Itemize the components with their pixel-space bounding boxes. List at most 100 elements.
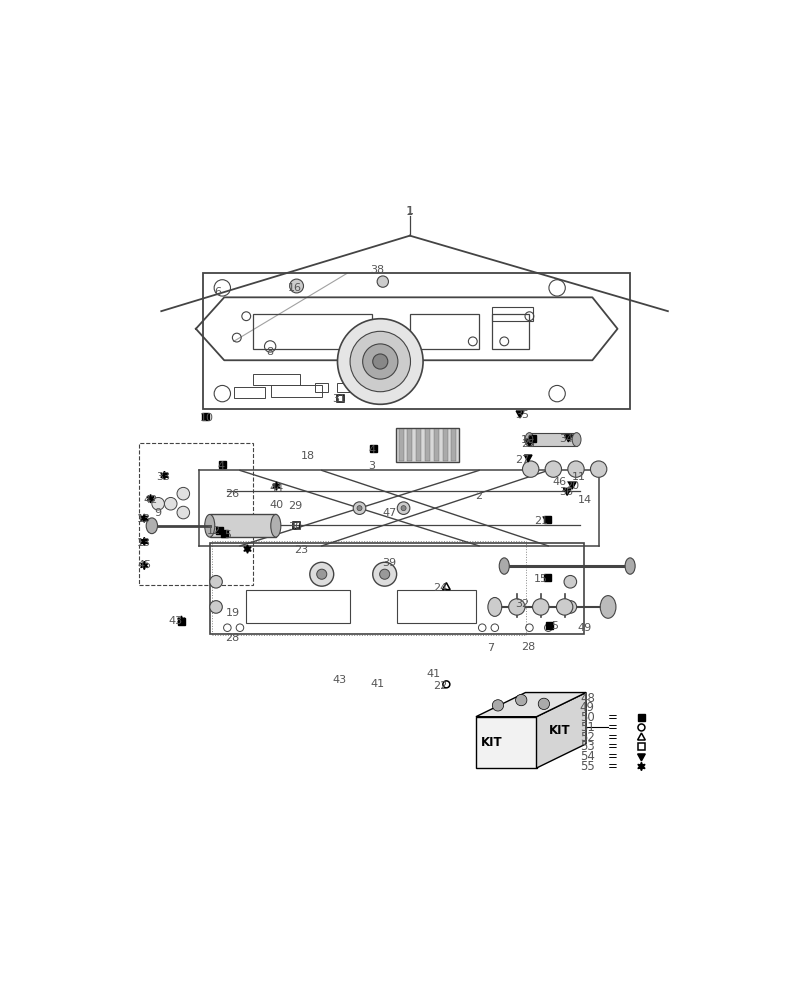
Polygon shape bbox=[178, 616, 185, 624]
Text: 20: 20 bbox=[564, 481, 578, 491]
Circle shape bbox=[164, 497, 177, 510]
Ellipse shape bbox=[499, 558, 508, 574]
Bar bbox=[410, 314, 478, 349]
Bar bbox=[407, 429, 412, 461]
Text: 3: 3 bbox=[368, 461, 375, 471]
Circle shape bbox=[177, 506, 190, 519]
Text: 4: 4 bbox=[368, 445, 375, 455]
Text: 33: 33 bbox=[156, 472, 170, 482]
Polygon shape bbox=[140, 537, 148, 546]
Ellipse shape bbox=[487, 598, 501, 616]
Polygon shape bbox=[147, 495, 154, 503]
Text: 51: 51 bbox=[579, 721, 594, 734]
Text: 31: 31 bbox=[332, 394, 346, 404]
Polygon shape bbox=[525, 439, 533, 446]
Text: 14: 14 bbox=[577, 495, 591, 505]
Circle shape bbox=[544, 461, 561, 477]
Bar bbox=[252, 314, 371, 349]
Bar bbox=[209, 514, 276, 537]
Text: 40: 40 bbox=[269, 500, 283, 510]
Text: 34: 34 bbox=[558, 434, 573, 444]
Ellipse shape bbox=[146, 518, 157, 534]
Polygon shape bbox=[140, 561, 148, 570]
Polygon shape bbox=[161, 471, 168, 480]
Circle shape bbox=[521, 461, 539, 477]
Text: 12: 12 bbox=[206, 526, 221, 536]
Polygon shape bbox=[243, 545, 251, 553]
Circle shape bbox=[556, 599, 572, 615]
Circle shape bbox=[152, 497, 164, 510]
Circle shape bbox=[532, 599, 548, 615]
Bar bbox=[209, 543, 583, 634]
Bar bbox=[543, 574, 550, 581]
Circle shape bbox=[350, 331, 410, 392]
Text: 28: 28 bbox=[521, 642, 534, 652]
Ellipse shape bbox=[599, 596, 616, 618]
Polygon shape bbox=[536, 693, 586, 768]
Text: 13: 13 bbox=[137, 538, 151, 548]
Circle shape bbox=[376, 276, 388, 287]
Text: 48: 48 bbox=[579, 692, 594, 705]
Ellipse shape bbox=[204, 514, 215, 537]
Text: =: = bbox=[607, 760, 616, 773]
Bar bbox=[221, 530, 227, 537]
Text: 53: 53 bbox=[579, 740, 594, 753]
Bar bbox=[370, 445, 376, 452]
Text: 7: 7 bbox=[487, 643, 493, 653]
Ellipse shape bbox=[572, 433, 581, 446]
Polygon shape bbox=[563, 488, 570, 495]
Circle shape bbox=[491, 700, 503, 711]
Text: 10: 10 bbox=[521, 435, 534, 445]
Text: 27: 27 bbox=[514, 455, 528, 465]
Text: =: = bbox=[607, 740, 616, 753]
Polygon shape bbox=[475, 717, 536, 768]
Circle shape bbox=[363, 344, 397, 379]
Polygon shape bbox=[637, 762, 644, 771]
Text: 5: 5 bbox=[551, 621, 557, 631]
Bar bbox=[398, 429, 403, 461]
Polygon shape bbox=[564, 435, 572, 442]
Text: KIT: KIT bbox=[548, 724, 570, 737]
Text: 44: 44 bbox=[269, 483, 283, 493]
Bar bbox=[219, 461, 225, 468]
Text: 49: 49 bbox=[577, 623, 591, 633]
Text: 10: 10 bbox=[200, 413, 214, 423]
Text: =: = bbox=[607, 721, 616, 734]
Circle shape bbox=[567, 461, 583, 477]
Circle shape bbox=[515, 694, 526, 706]
Bar bbox=[139, 443, 252, 585]
Bar bbox=[234, 387, 265, 398]
Bar bbox=[246, 590, 350, 623]
Text: 47: 47 bbox=[382, 508, 397, 518]
Text: 4: 4 bbox=[217, 461, 225, 471]
Text: 50: 50 bbox=[579, 711, 594, 724]
Text: 55: 55 bbox=[579, 760, 594, 773]
Text: 8: 8 bbox=[266, 347, 273, 357]
Text: 38: 38 bbox=[370, 265, 384, 275]
Polygon shape bbox=[272, 482, 280, 490]
Text: 42: 42 bbox=[144, 495, 157, 505]
Text: KIT: KIT bbox=[480, 736, 502, 749]
Text: 16: 16 bbox=[288, 283, 302, 293]
Text: 24: 24 bbox=[432, 583, 447, 593]
Text: 11: 11 bbox=[571, 472, 585, 482]
Bar bbox=[491, 314, 529, 349]
Bar bbox=[202, 413, 208, 420]
Text: 45: 45 bbox=[137, 560, 151, 570]
Circle shape bbox=[209, 601, 222, 613]
Bar bbox=[637, 743, 644, 750]
Circle shape bbox=[508, 599, 525, 615]
Text: 32: 32 bbox=[514, 599, 528, 609]
Polygon shape bbox=[475, 693, 586, 717]
Circle shape bbox=[316, 569, 326, 579]
Circle shape bbox=[357, 506, 362, 511]
Text: 9: 9 bbox=[154, 508, 161, 518]
Text: 49: 49 bbox=[579, 701, 594, 714]
Bar bbox=[491, 307, 532, 321]
Circle shape bbox=[538, 698, 549, 710]
Text: 2: 2 bbox=[475, 491, 482, 501]
Text: 21: 21 bbox=[533, 516, 547, 526]
Bar bbox=[529, 433, 576, 446]
Bar bbox=[546, 622, 552, 629]
Bar bbox=[529, 435, 535, 442]
